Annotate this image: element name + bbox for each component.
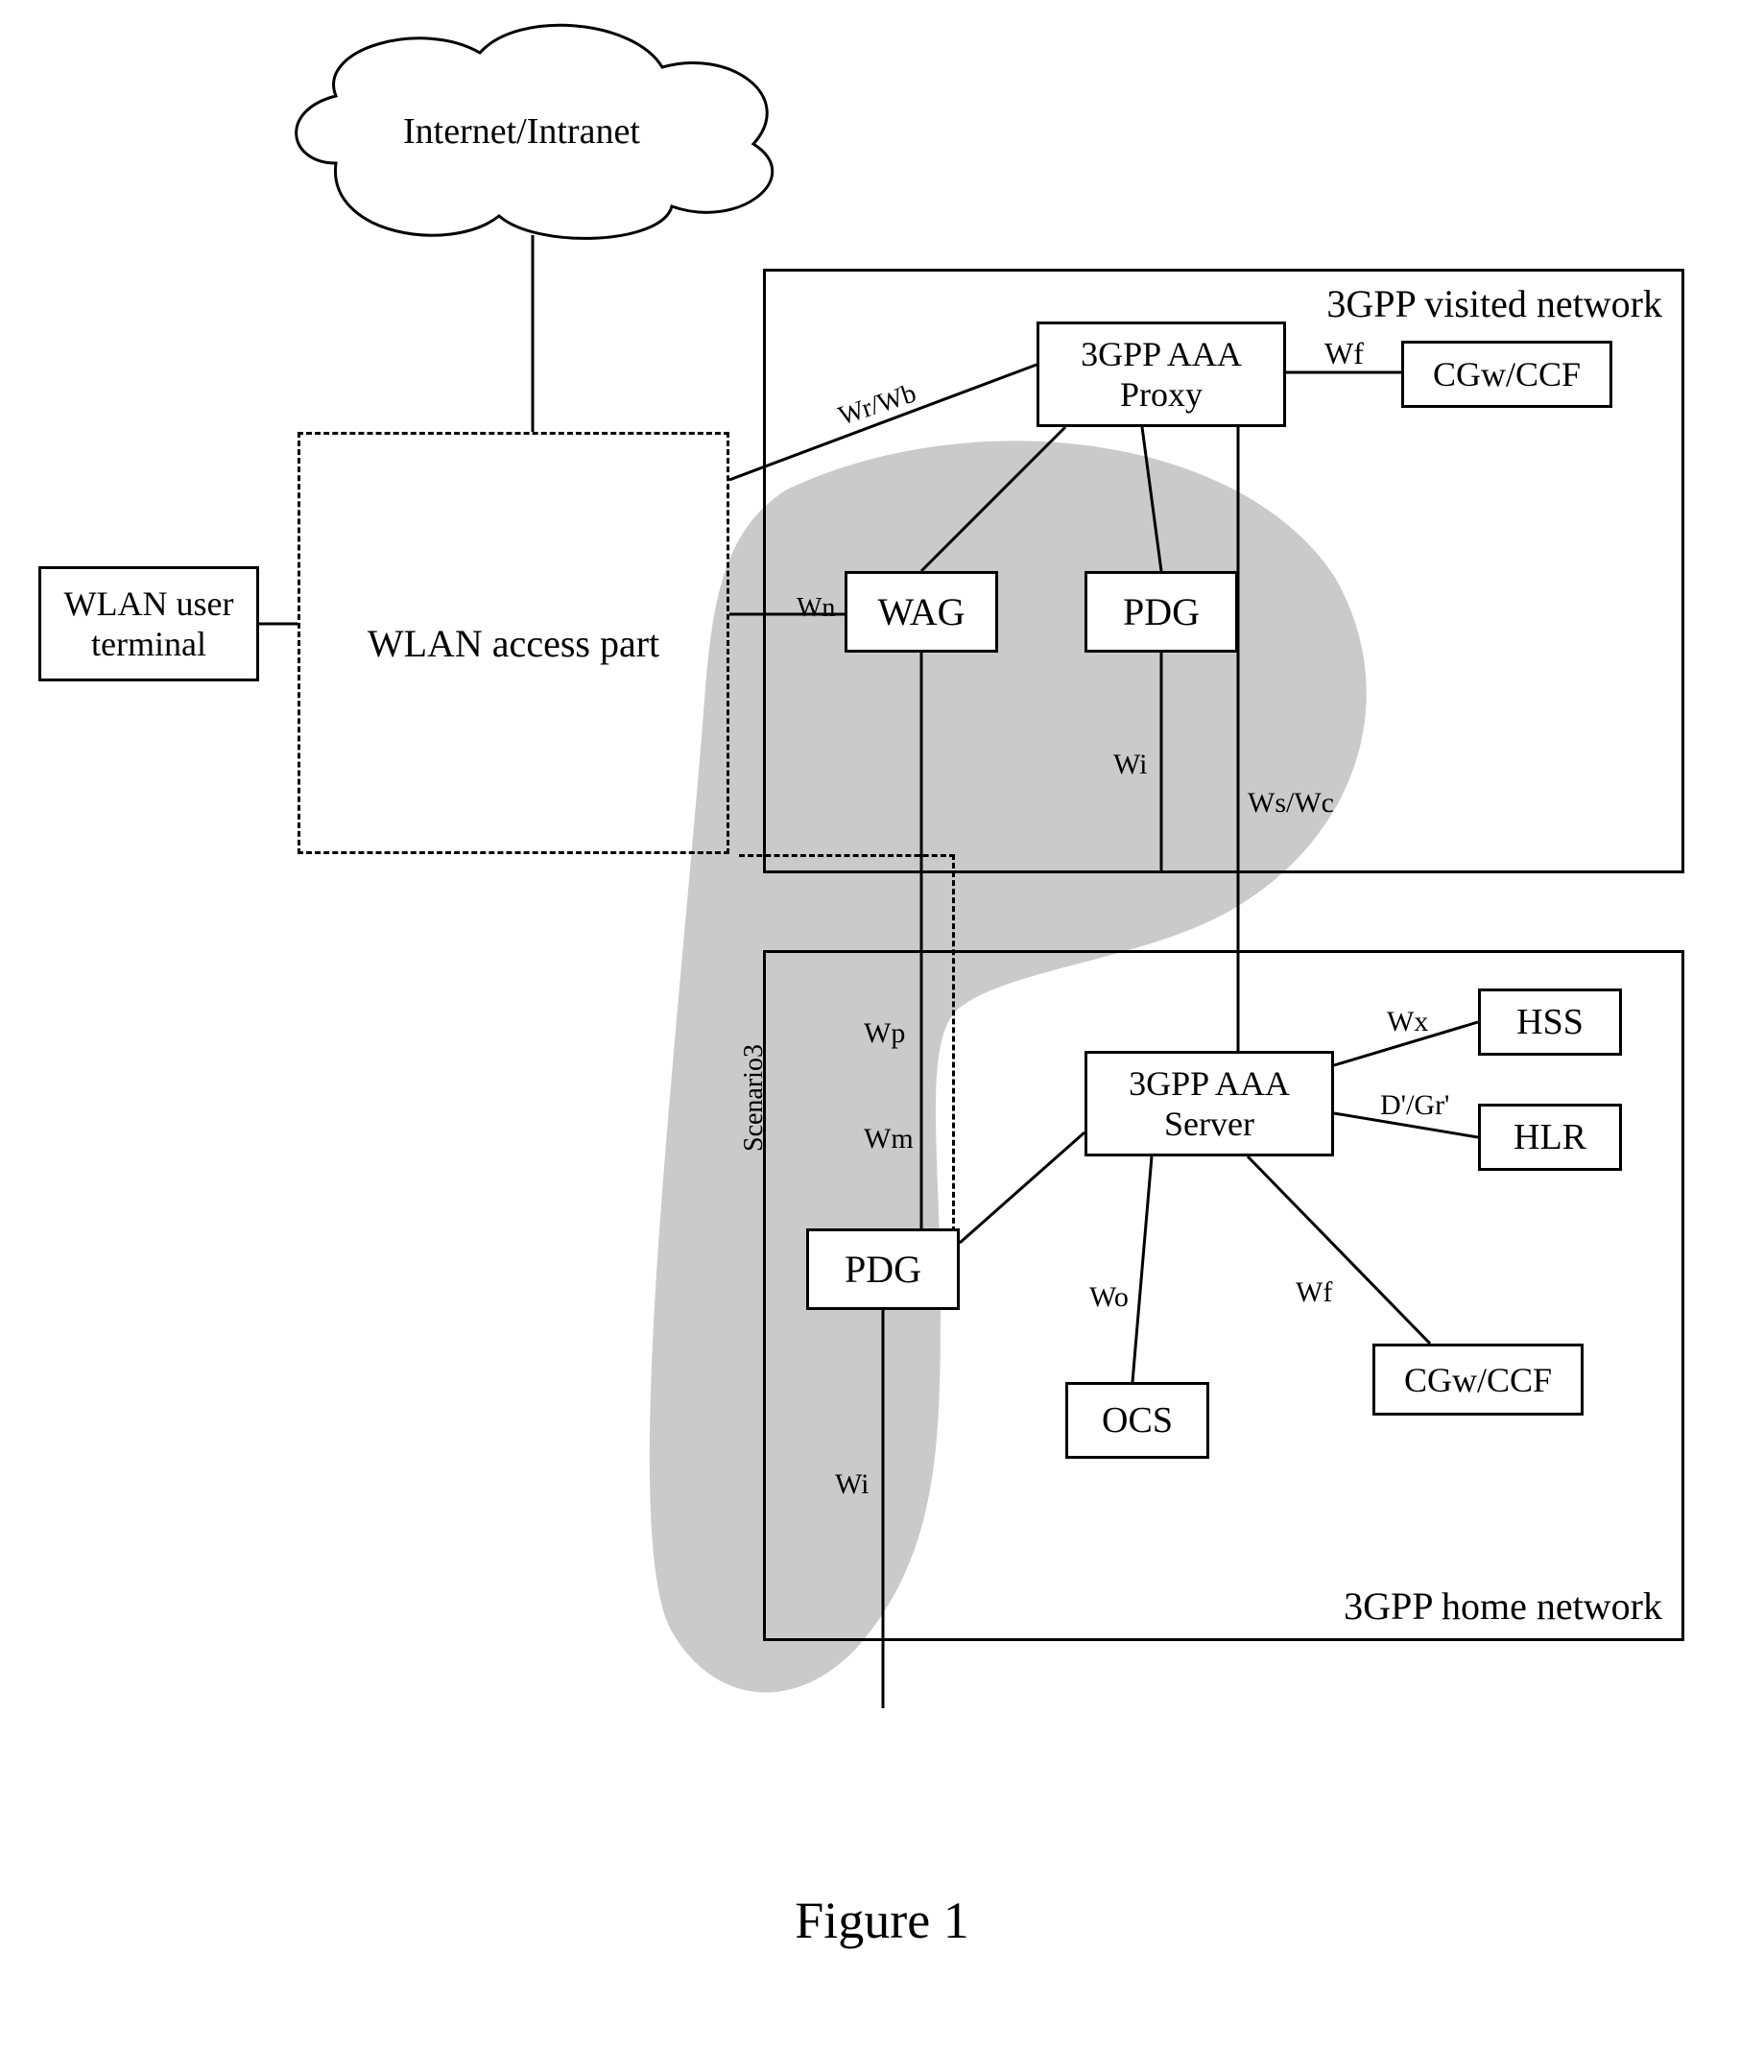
node-pdg-home-label: PDG bbox=[845, 1247, 921, 1292]
diagram-canvas: Internet/Intranet 3GPP visited network 3… bbox=[0, 0, 1764, 2072]
wlan-access-box: WLAN access part bbox=[298, 432, 729, 854]
visited-network-title: 3GPP visited network bbox=[1326, 281, 1662, 326]
node-pdg-visited: PDG bbox=[1085, 571, 1238, 653]
node-ocs-label: OCS bbox=[1102, 1399, 1173, 1441]
node-cgw-home-label: CGw/CCF bbox=[1404, 1360, 1552, 1400]
node-aaa-server: 3GPP AAA Server bbox=[1085, 1051, 1334, 1156]
lbl-wi-visited: Wi bbox=[1113, 749, 1147, 781]
lbl-wn: Wn bbox=[797, 593, 835, 624]
figure-caption: Figure 1 bbox=[0, 1891, 1764, 1950]
lbl-wf-visited: Wf bbox=[1324, 336, 1364, 371]
node-hss-label: HSS bbox=[1516, 1001, 1584, 1043]
cloud-label: Internet/Intranet bbox=[403, 110, 640, 153]
node-ocs: OCS bbox=[1065, 1382, 1209, 1459]
lbl-wp: Wp bbox=[864, 1017, 905, 1050]
node-aaa-proxy-label: 3GPP AAA Proxy bbox=[1081, 334, 1242, 415]
lbl-dgr: D'/Gr' bbox=[1380, 1089, 1449, 1122]
node-cgw-home: CGw/CCF bbox=[1372, 1344, 1584, 1416]
node-cgw-visited: CGw/CCF bbox=[1401, 341, 1612, 408]
node-wag: WAG bbox=[845, 571, 998, 653]
node-hlr-label: HLR bbox=[1514, 1116, 1586, 1158]
node-aaa-proxy: 3GPP AAA Proxy bbox=[1037, 322, 1286, 427]
scenario-dashed-box bbox=[739, 854, 955, 1267]
lbl-wf-home: Wf bbox=[1296, 1276, 1332, 1309]
node-pdg-home: PDG bbox=[806, 1228, 960, 1310]
lbl-wi-home: Wi bbox=[835, 1468, 869, 1501]
lbl-wo: Wo bbox=[1089, 1281, 1129, 1314]
node-pdg-visited-label: PDG bbox=[1123, 589, 1200, 634]
node-hss: HSS bbox=[1478, 988, 1622, 1056]
node-hlr: HLR bbox=[1478, 1104, 1622, 1171]
home-network-title: 3GPP home network bbox=[1344, 1584, 1662, 1629]
node-cgw-visited-label: CGw/CCF bbox=[1433, 354, 1581, 394]
lbl-wswc: Ws/Wc bbox=[1248, 787, 1334, 820]
lbl-wm: Wm bbox=[864, 1123, 914, 1155]
node-wag-label: WAG bbox=[877, 589, 965, 634]
lbl-wx: Wx bbox=[1387, 1006, 1428, 1038]
node-aaa-server-label: 3GPP AAA Server bbox=[1129, 1063, 1290, 1144]
lbl-scenario3: Scenario3 bbox=[739, 1044, 770, 1152]
node-wlan-ue-label: WLAN user terminal bbox=[64, 583, 234, 664]
node-wlan-ue: WLAN user terminal bbox=[38, 566, 259, 681]
wlan-access-label: WLAN access part bbox=[368, 621, 659, 666]
